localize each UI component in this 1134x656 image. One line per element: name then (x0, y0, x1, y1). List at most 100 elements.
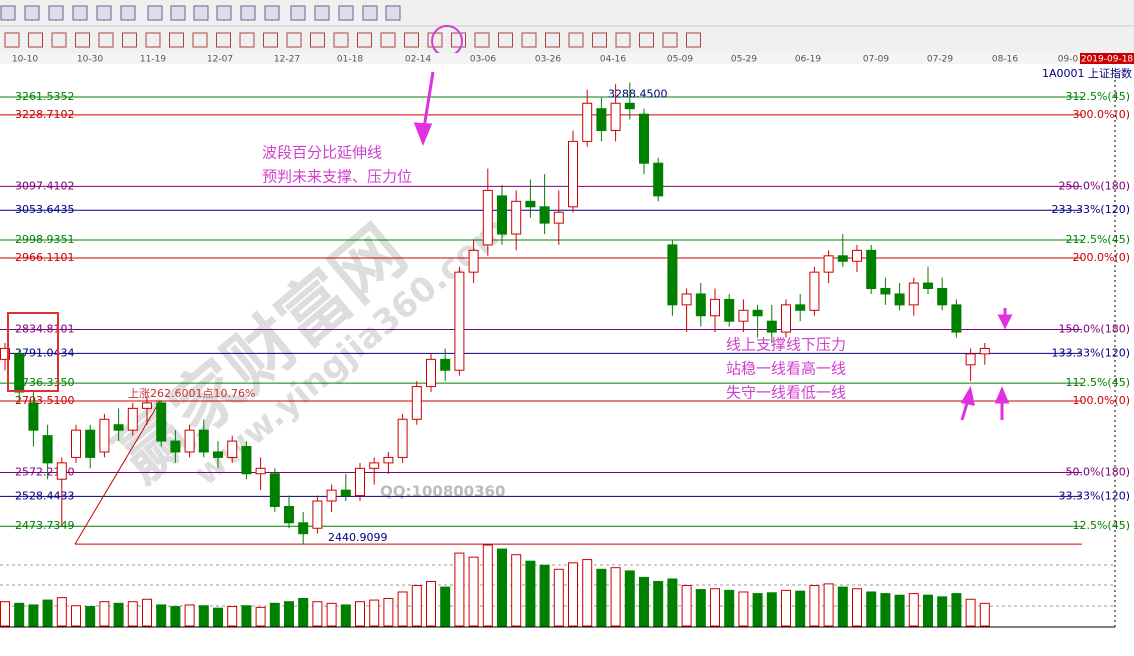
volume-bar (0, 601, 10, 627)
toolbar-icon[interactable] (592, 32, 607, 48)
toolbar-icon[interactable] (28, 32, 43, 48)
toolbar-icon[interactable] (4, 32, 20, 48)
candle-body (809, 271, 820, 311)
toolbar-icon[interactable] (380, 32, 396, 48)
level-ratio: 250.0%(180) (1058, 179, 1130, 192)
volume-bar (752, 593, 763, 627)
toolbar-icon[interactable] (639, 32, 654, 48)
plot: 3261.5352 312.5%(45) 3228.7102 300.0%(0) 309… (0, 82, 1130, 628)
toolbar-icon[interactable] (216, 32, 231, 48)
candle-body (426, 358, 436, 388)
toolbar-icon[interactable] (357, 32, 372, 48)
toolbar-icon[interactable] (686, 32, 701, 48)
volume-bar (724, 589, 735, 627)
toolbar-icon[interactable] (545, 32, 560, 48)
candle-body (568, 140, 578, 208)
candle-body (213, 451, 223, 458)
level-ratio: 233.33%(120) (1051, 203, 1130, 216)
volume-bar (426, 580, 436, 627)
toolbar-icon[interactable] (521, 32, 537, 48)
level-ratio: 200.0%(0) (1072, 251, 1130, 264)
candle-body (582, 102, 593, 142)
volume-bar (639, 576, 649, 627)
toolbar-icon[interactable] (264, 5, 280, 21)
volume-bar (809, 585, 820, 627)
candle-body (837, 255, 848, 262)
toolbar-icon[interactable] (239, 32, 255, 48)
toolbar-icon[interactable] (120, 5, 136, 21)
toolbar-icon[interactable] (338, 5, 354, 21)
candle-body (823, 255, 834, 273)
toolbar-icon[interactable] (568, 32, 584, 48)
level-ratio: 50.0%(180) (1065, 466, 1130, 479)
date-label: 02-14 (405, 55, 431, 65)
volume-bar (582, 559, 593, 627)
toolbar-icon[interactable] (51, 32, 67, 48)
toolbar-icon[interactable] (290, 5, 306, 21)
candle-body (56, 462, 67, 480)
date-label: 06-19 (795, 55, 821, 65)
toolbar-icon[interactable] (24, 5, 40, 21)
candle-body (0, 347, 10, 360)
candle-body (227, 440, 238, 458)
candle-body (553, 211, 564, 224)
toolbar-icon[interactable] (145, 32, 161, 48)
candle-body (28, 402, 39, 431)
toolbar-icon[interactable] (147, 5, 163, 21)
toolbar-icon[interactable] (216, 5, 232, 21)
toolbar-icon[interactable] (96, 5, 112, 21)
toolbar-icon[interactable] (498, 32, 513, 48)
toolbar-icon[interactable] (333, 32, 349, 48)
date-label: 10-10 (12, 55, 38, 65)
volume-bar (525, 560, 536, 627)
volume-bar (894, 594, 905, 627)
toolbar-icon[interactable] (193, 5, 209, 21)
toolbar-icon[interactable] (362, 5, 378, 21)
toolbar-icons (0, 5, 701, 48)
toolbar-icon[interactable] (75, 32, 90, 48)
level-ratio: 100.0%(0) (1072, 394, 1130, 407)
volume-bar (497, 548, 507, 627)
volume-bar (85, 606, 96, 627)
toolbar-icon[interactable] (122, 32, 137, 48)
toolbar-icon[interactable] (0, 5, 16, 21)
candle-body (596, 108, 607, 132)
candle-body (184, 429, 195, 453)
candle-body (880, 288, 891, 295)
volume-bar (369, 599, 380, 627)
note-right: 线上支撑线下压力 (726, 336, 846, 354)
toolbar-icon[interactable] (286, 32, 302, 48)
level-price: 2528.4433 (15, 489, 75, 502)
toolbar-icon[interactable] (72, 5, 88, 21)
toolbar-icon[interactable] (404, 32, 419, 48)
toolbar-icon[interactable] (192, 32, 208, 48)
toolbar-icon[interactable] (385, 5, 401, 21)
level-price: 3228.7102 (15, 108, 75, 121)
volume-bar (14, 602, 25, 627)
date-label: 08-16 (992, 55, 1018, 65)
date-label: 11-19 (140, 55, 166, 65)
toolbar-icon[interactable] (170, 5, 186, 21)
candle-body (695, 293, 706, 317)
candle-body (383, 456, 394, 464)
current-date: 2019-09-18 (1081, 55, 1134, 65)
toolbar-icon[interactable] (98, 32, 114, 48)
candle-body (624, 102, 635, 110)
volume-bar (837, 586, 848, 627)
toolbar-icon[interactable] (314, 5, 330, 21)
toolbar-icon[interactable] (48, 5, 64, 21)
candle-body (525, 200, 536, 208)
toolbar-icon[interactable] (427, 32, 443, 48)
toolbar-icon[interactable] (662, 32, 678, 48)
candle-body (156, 402, 167, 442)
toolbar-icon[interactable] (451, 32, 466, 48)
toolbar-icon[interactable] (240, 5, 256, 21)
candle-body (511, 200, 522, 235)
toolbar-icon[interactable] (474, 32, 490, 48)
volume-bar (142, 598, 152, 627)
toolbar-icon[interactable] (169, 32, 184, 48)
toolbar-icon[interactable] (615, 32, 631, 48)
toolbar-icon[interactable] (263, 32, 278, 48)
toolbar-icon[interactable] (310, 32, 325, 48)
volume-bar (184, 604, 195, 627)
